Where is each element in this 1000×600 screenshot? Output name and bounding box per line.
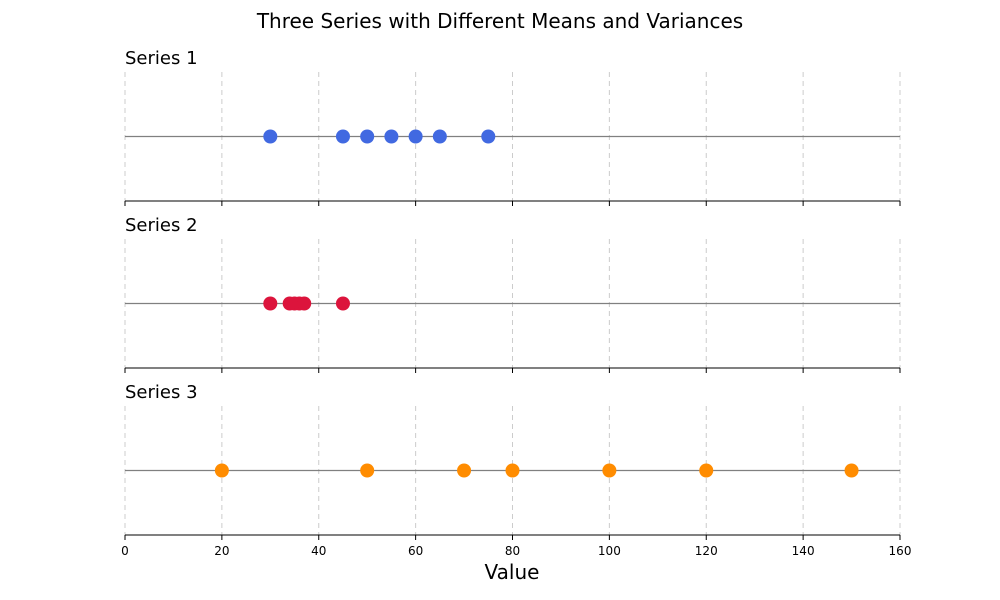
- data-point: [335, 296, 350, 311]
- data-point: [432, 129, 447, 144]
- x-tick-label: 0: [121, 544, 129, 558]
- data-point: [360, 463, 375, 478]
- data-point: [297, 296, 312, 311]
- data-point: [384, 129, 399, 144]
- panels: Series 1 Series 2 Series 3 0 20 40 60 80 100 120 1…: [121, 48, 911, 558]
- x-tick-label: 60: [408, 544, 423, 558]
- data-point: [335, 129, 350, 144]
- data-point: [214, 463, 229, 478]
- x-tick-label: 80: [505, 544, 520, 558]
- x-tick-label: 40: [311, 544, 326, 558]
- panel-title: Series 2: [125, 215, 198, 236]
- data-point: [481, 129, 496, 144]
- data-point: [408, 129, 423, 144]
- data-point: [263, 296, 278, 311]
- x-tick-label: 20: [214, 544, 229, 558]
- x-tick-label: 100: [598, 544, 621, 558]
- x-axis-label: Value: [485, 560, 540, 584]
- x-tick-label: 140: [792, 544, 815, 558]
- data-point: [360, 129, 375, 144]
- chart-title: Three Series with Different Means and Va…: [256, 9, 743, 33]
- data-point: [844, 463, 859, 478]
- x-tick-label: 160: [889, 544, 912, 558]
- panel-title: Series 3: [125, 382, 198, 403]
- panel-title: Series 1: [125, 48, 198, 69]
- data-point: [457, 463, 472, 478]
- x-tick-label: 120: [695, 544, 718, 558]
- data-point: [263, 129, 278, 144]
- data-point: [602, 463, 617, 478]
- data-point: [699, 463, 714, 478]
- data-point: [505, 463, 520, 478]
